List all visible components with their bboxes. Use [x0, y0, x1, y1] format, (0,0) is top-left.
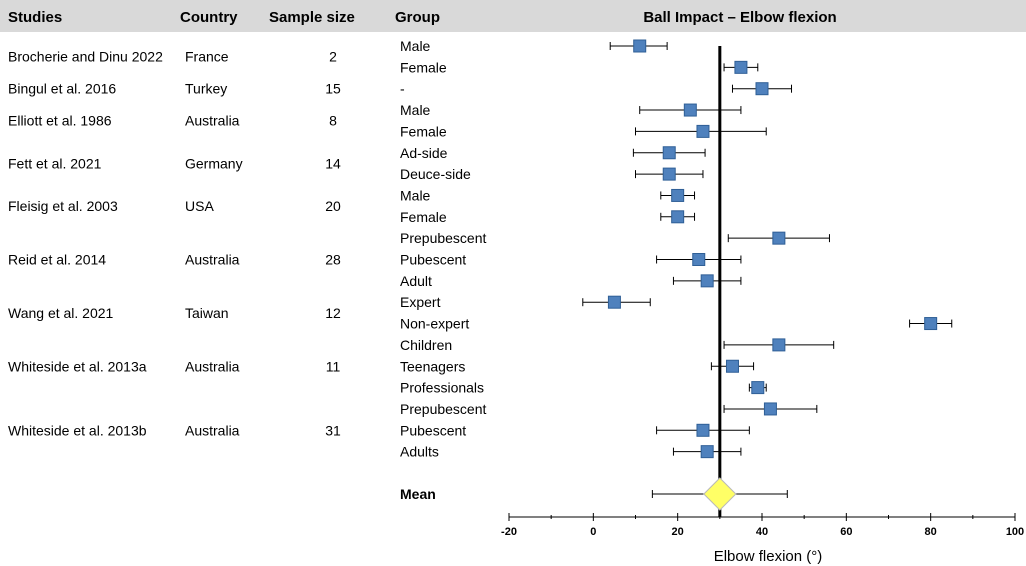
- study-country: Australia: [185, 358, 240, 374]
- study-sample-size: 28: [325, 252, 341, 268]
- x-tick-label: 80: [925, 526, 937, 538]
- study-sample-size: 11: [326, 358, 341, 374]
- mean-marker: [633, 39, 647, 53]
- x-tick-label: 40: [756, 526, 768, 538]
- group-label: Teenagers: [400, 358, 465, 374]
- study-sample-size: 12: [325, 305, 341, 321]
- mean-marker: [700, 445, 714, 459]
- chart-title: Ball Impact – Elbow flexion: [643, 9, 836, 26]
- study-name: Elliott et al. 1986: [8, 113, 112, 129]
- header-country: Country: [180, 9, 238, 26]
- pooled-mean-diamond: [703, 477, 737, 511]
- group-label: Adults: [400, 444, 439, 460]
- group-label: -: [400, 81, 405, 97]
- study-name: Whiteside et al. 2013b: [8, 422, 147, 438]
- study-name: Reid et al. 2014: [8, 252, 106, 268]
- group-label: Female: [400, 59, 447, 75]
- x-axis-label: Elbow flexion (°): [714, 548, 823, 565]
- mean-marker: [662, 167, 676, 181]
- study-sample-size: 15: [325, 81, 341, 97]
- mean-marker: [751, 381, 765, 395]
- study-country: Australia: [185, 113, 240, 129]
- study-country: Australia: [185, 422, 240, 438]
- header-band: [0, 0, 1026, 32]
- study-sample-size: 2: [329, 49, 337, 65]
- mean-marker: [671, 210, 685, 224]
- x-tick-label: 60: [840, 526, 852, 538]
- x-tick-label: 0: [590, 526, 596, 538]
- x-axis: -20 0 20 40 60 80 100: [501, 513, 1024, 538]
- study-sample-size: 8: [329, 113, 337, 129]
- study-country: France: [185, 49, 229, 65]
- study-name: Wang et al. 2021: [8, 305, 114, 321]
- mean-marker: [772, 338, 786, 352]
- group-label: Pubescent: [400, 252, 466, 268]
- mean-marker: [725, 359, 739, 373]
- study-country: USA: [185, 198, 214, 214]
- mean-marker: [692, 253, 706, 266]
- mean-marker: [696, 124, 710, 138]
- group-label: Pubescent: [400, 422, 466, 438]
- group-label: Non-expert: [400, 316, 469, 332]
- mean-marker: [755, 82, 769, 96]
- study-country: Taiwan: [185, 305, 229, 321]
- study-rows: Brocherie and Dinu 2022 France 2 Male Female…: [8, 38, 487, 502]
- mean-marker: [683, 103, 697, 117]
- plot-marks: [582, 39, 953, 517]
- mean-marker: [696, 423, 710, 437]
- group-label: Prepubescent: [400, 401, 487, 417]
- group-label: Deuce-side: [400, 166, 471, 182]
- study-sample-size: 20: [325, 198, 341, 214]
- x-tick-label: 20: [672, 526, 684, 538]
- mean-label: Mean: [400, 486, 436, 502]
- group-label: Children: [400, 337, 452, 353]
- mean-marker: [671, 188, 685, 202]
- mean-marker: [772, 231, 786, 245]
- study-name: Bingul et al. 2016: [8, 81, 116, 97]
- mean-marker: [662, 146, 676, 160]
- group-label: Ad-side: [400, 145, 448, 161]
- study-name: Whiteside et al. 2013a: [8, 358, 147, 374]
- study-country: Turkey: [185, 81, 227, 97]
- group-label: Expert: [400, 294, 441, 310]
- group-label: Female: [400, 209, 447, 225]
- header-studies: Studies: [8, 9, 62, 26]
- study-sample-size: 31: [325, 422, 341, 438]
- study-sample-size: 14: [325, 155, 341, 171]
- header-sample-size: Sample size: [269, 9, 355, 26]
- group-label: Male: [400, 102, 431, 118]
- group-label: Male: [400, 187, 431, 203]
- mean-marker: [700, 274, 714, 288]
- mean-marker: [924, 317, 938, 331]
- x-tick-label: 100: [1006, 526, 1024, 538]
- mean-marker: [763, 402, 777, 416]
- group-label: Adult: [400, 273, 432, 289]
- group-label: Female: [400, 123, 447, 139]
- group-label: Prepubescent: [400, 230, 487, 246]
- x-tick-label: -20: [501, 526, 517, 538]
- study-name: Fleisig et al. 2003: [8, 198, 118, 214]
- mean-marker: [607, 295, 621, 309]
- study-country: Australia: [185, 252, 240, 268]
- mean-marker: [734, 60, 748, 74]
- study-country: Germany: [185, 155, 243, 171]
- header-group: Group: [395, 9, 440, 26]
- study-name: Brocherie and Dinu 2022: [8, 49, 163, 65]
- group-label: Professionals: [400, 380, 484, 396]
- study-name: Fett et al. 2021: [8, 155, 102, 171]
- group-label: Male: [400, 38, 431, 54]
